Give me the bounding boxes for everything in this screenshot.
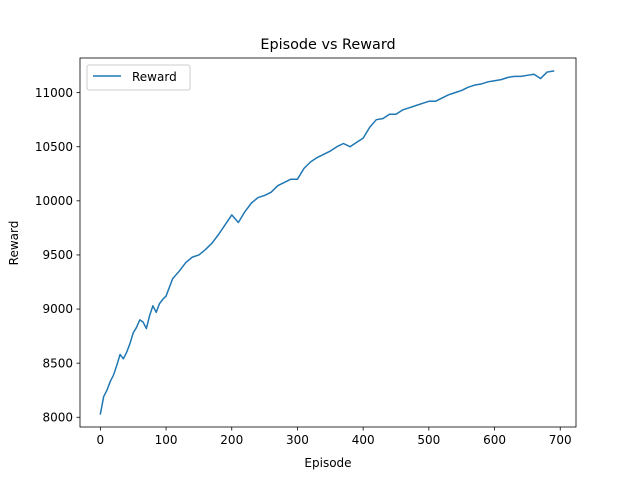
x-tick-label: 600 (483, 433, 506, 447)
legend: Reward (86, 64, 191, 91)
x-tick-label: 100 (155, 433, 178, 447)
y-tick-label: 9000 (42, 302, 73, 316)
axes-frame (79, 57, 577, 428)
reward-series-line (99, 70, 555, 415)
y-axis-ticks: 8000 8500 9000 9500 10000 10500 11000 (35, 86, 80, 424)
plot-area (99, 70, 555, 415)
y-tick-label: 8000 (42, 410, 73, 424)
chart-title: Episode vs Reward (260, 37, 395, 53)
x-tick-label: 300 (286, 433, 309, 447)
x-tick-label: 0 (97, 433, 105, 447)
x-axis-ticks: 0 100 200 300 400 500 600 700 (97, 427, 572, 447)
legend-label-reward: Reward (132, 70, 177, 84)
y-tick-label: 10000 (35, 194, 73, 208)
y-tick-label: 10500 (35, 140, 73, 154)
x-tick-label: 700 (549, 433, 572, 447)
y-tick-label: 11000 (35, 86, 73, 100)
x-tick-label: 200 (220, 433, 243, 447)
x-tick-label: 400 (352, 433, 375, 447)
y-axis-label: Reward (7, 221, 21, 266)
y-tick-label: 9500 (42, 248, 73, 262)
legend-box (86, 64, 191, 91)
y-tick-label: 8500 (42, 356, 73, 370)
x-tick-label: 500 (417, 433, 440, 447)
x-axis-label: Episode (304, 456, 351, 470)
